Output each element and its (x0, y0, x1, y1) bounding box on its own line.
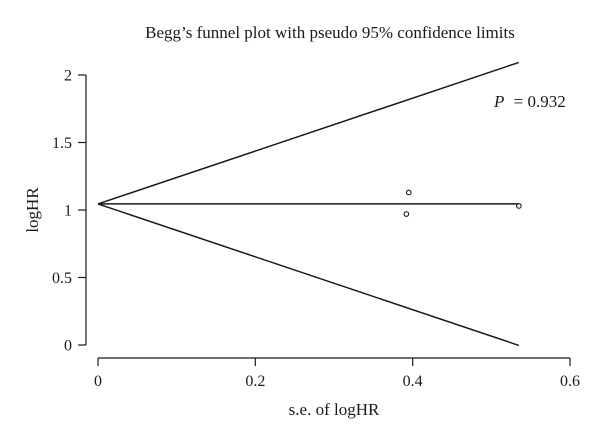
p-value: = 0.932 (514, 92, 566, 111)
y-tick-label: 1 (64, 203, 72, 220)
y-tick-label: 0.5 (52, 270, 72, 287)
x-tick-label: 0.6 (560, 373, 580, 390)
upper-limit-line (97, 61, 520, 205)
y-tick-label: 0 (64, 338, 72, 355)
lower-limit-line (97, 203, 520, 347)
study-point (403, 211, 410, 217)
x-tick-label: 0.2 (245, 373, 265, 390)
study-point (405, 189, 412, 196)
x-axis-label: s.e. of logHR (289, 400, 380, 419)
p-label: P (493, 92, 504, 111)
funnel-lines (97, 61, 520, 347)
study-point (516, 203, 522, 209)
p-value-annotation: P = 0.932 (493, 92, 566, 111)
study-points (403, 189, 522, 217)
chart-title: Begg’s funnel plot with pseudo 95% confi… (145, 23, 515, 42)
y-tick-label: 1.5 (52, 135, 72, 152)
y-ticks: 0 0.5 1 1.5 2 (52, 68, 86, 355)
x-ticks: 0 0.2 0.4 0.6 (94, 358, 580, 390)
y-axis-label: logHR (23, 187, 42, 233)
y-tick-label: 2 (64, 68, 72, 85)
x-tick-label: 0.4 (403, 373, 423, 390)
x-tick-label: 0 (94, 373, 102, 390)
